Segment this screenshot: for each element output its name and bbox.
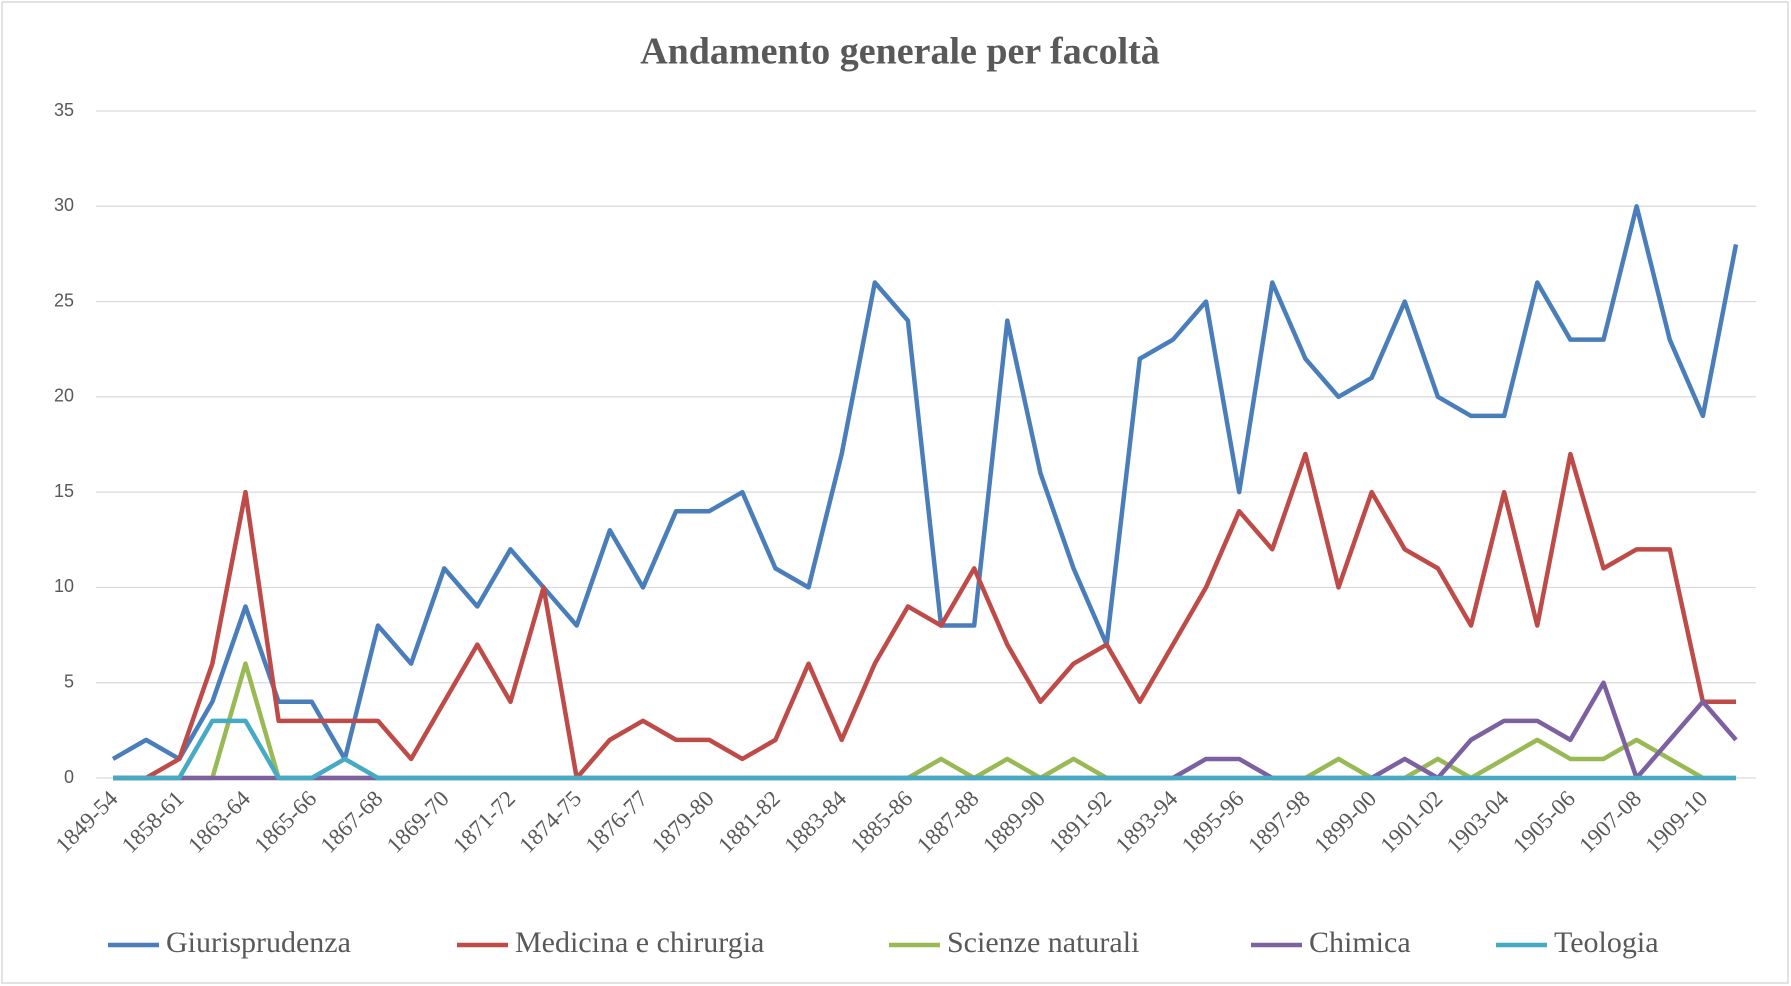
series-line [113, 451, 1736, 781]
y-tick-label: 20 [54, 386, 74, 406]
legend-label: Medicina e chirurgia [515, 926, 764, 959]
y-tick-label: 10 [54, 576, 74, 596]
y-tick-label: 0 [64, 767, 74, 787]
chart-title: Andamento generale per facoltà [640, 31, 1160, 73]
legend-label: Giurisprudenza [166, 926, 351, 959]
legend-label: Chimica [1309, 926, 1411, 959]
legend-label: Scienze naturali [947, 926, 1139, 959]
legend-label: Teologia [1554, 926, 1659, 959]
y-tick-label: 5 [64, 671, 74, 691]
series-line [111, 204, 1739, 762]
y-tick-label: 30 [54, 195, 74, 215]
series-line [113, 718, 1736, 781]
y-tick-label: 25 [54, 290, 74, 310]
y-tick-label: 35 [54, 100, 74, 120]
y-tick-label: 15 [54, 481, 74, 501]
